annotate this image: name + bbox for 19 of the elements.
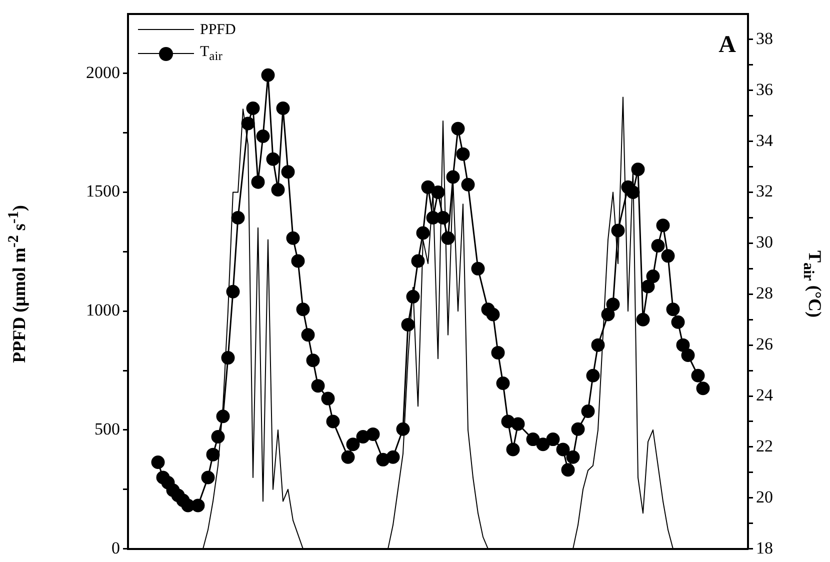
y-tick-label: 1500: [86, 182, 120, 201]
y-tick-label: 500: [94, 419, 120, 438]
y2-tick-label: 36: [756, 80, 773, 99]
legend-label: PPFD: [200, 22, 236, 38]
annotation: A: [718, 32, 736, 59]
y2-tick-label: 22: [756, 436, 773, 456]
y-tick-label: 0: [112, 538, 120, 558]
y2-tick-label: 20: [756, 487, 773, 506]
y2-tick-label: 34: [756, 130, 774, 150]
y2-tick-label: 24: [756, 385, 774, 404]
y-tick-label: 2000: [86, 62, 120, 82]
y2-tick-label: 38: [756, 28, 773, 48]
y2-tick-label: 18: [756, 538, 773, 558]
y2-tick-label: 26: [756, 334, 773, 354]
y2-tick-label: 30: [756, 232, 773, 252]
y2-tick-label: 28: [756, 284, 773, 303]
y2-tick-label: 32: [756, 182, 773, 201]
y-tick-label: 1000: [86, 300, 120, 320]
legend-label: T$_{air}$: [200, 44, 222, 64]
